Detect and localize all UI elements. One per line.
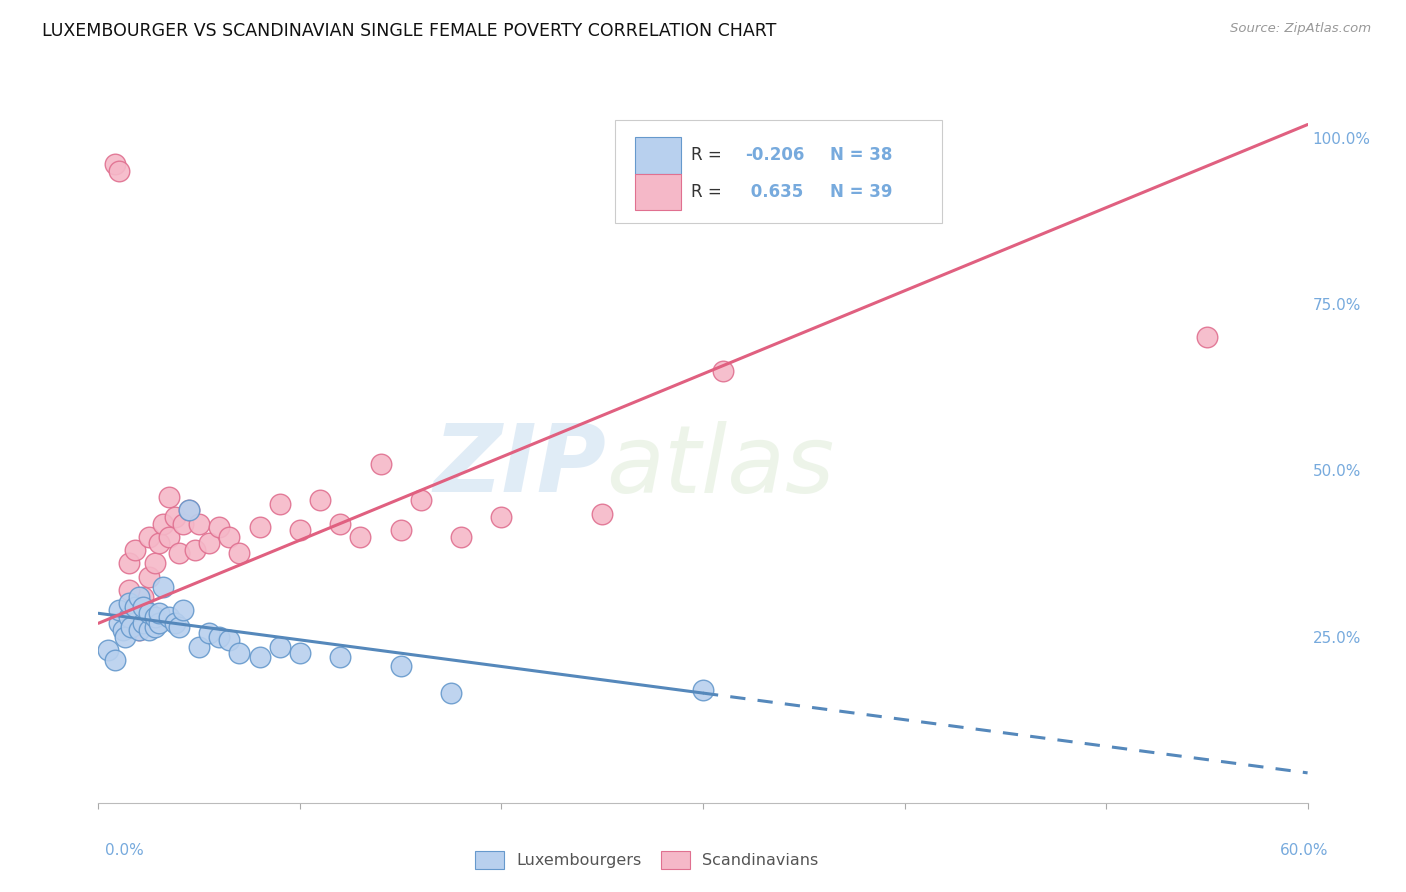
Point [132, 616, 155, 631]
Point [132, 590, 155, 604]
Point [228, 646, 250, 660]
Point [440, 686, 463, 700]
Text: N = 39: N = 39 [830, 183, 893, 201]
Point [148, 536, 170, 550]
Point [128, 623, 150, 637]
Point [389, 659, 412, 673]
Point [329, 649, 352, 664]
Point [188, 640, 211, 654]
Point [157, 490, 180, 504]
Point [269, 640, 291, 654]
Point [370, 457, 392, 471]
FancyBboxPatch shape [636, 137, 682, 174]
Point [111, 623, 134, 637]
Point [114, 630, 136, 644]
Point [591, 507, 613, 521]
Point [124, 599, 146, 614]
Point [288, 523, 311, 537]
Legend: Luxembourgers, Scandinavians: Luxembourgers, Scandinavians [468, 845, 825, 875]
Point [711, 363, 734, 377]
Point [208, 520, 231, 534]
Text: atlas: atlas [606, 421, 835, 512]
Text: R =: R = [690, 183, 721, 201]
Point [1195, 330, 1218, 344]
Point [118, 582, 141, 597]
Point [309, 493, 332, 508]
Point [152, 580, 174, 594]
Point [138, 570, 160, 584]
Point [97, 643, 120, 657]
Point [692, 682, 714, 697]
Point [107, 616, 129, 631]
Text: N = 38: N = 38 [830, 146, 893, 164]
Point [132, 599, 155, 614]
Point [118, 596, 141, 610]
Point [167, 546, 190, 560]
Point [228, 546, 250, 560]
Point [184, 543, 207, 558]
Point [157, 609, 180, 624]
Point [128, 590, 150, 604]
Point [218, 632, 240, 647]
Text: -0.206: -0.206 [745, 146, 804, 164]
Text: 60.0%: 60.0% [1281, 843, 1329, 858]
Point [103, 157, 125, 171]
Point [198, 536, 221, 550]
Point [188, 516, 211, 531]
Point [409, 493, 432, 508]
Text: ZIP: ZIP [433, 420, 606, 512]
Point [148, 607, 170, 621]
Point [349, 530, 371, 544]
Point [143, 619, 166, 633]
Point [128, 623, 150, 637]
Text: Source: ZipAtlas.com: Source: ZipAtlas.com [1230, 22, 1371, 36]
Point [120, 619, 142, 633]
Point [218, 530, 240, 544]
Point [138, 607, 160, 621]
Point [138, 623, 160, 637]
Point [124, 543, 146, 558]
Point [118, 609, 141, 624]
Point [118, 609, 141, 624]
FancyBboxPatch shape [636, 174, 682, 211]
Point [152, 516, 174, 531]
Point [107, 164, 129, 178]
Point [107, 603, 129, 617]
Point [163, 616, 186, 631]
FancyBboxPatch shape [614, 120, 942, 224]
Point [198, 626, 221, 640]
Point [138, 530, 160, 544]
Text: 0.0%: 0.0% [105, 843, 145, 858]
Point [450, 530, 472, 544]
Text: LUXEMBOURGER VS SCANDINAVIAN SINGLE FEMALE POVERTY CORRELATION CHART: LUXEMBOURGER VS SCANDINAVIAN SINGLE FEMA… [42, 22, 776, 40]
Text: R =: R = [690, 146, 721, 164]
Point [157, 530, 180, 544]
Point [167, 619, 190, 633]
Point [491, 509, 513, 524]
Point [329, 516, 352, 531]
Point [103, 653, 125, 667]
Point [172, 603, 194, 617]
Point [163, 509, 186, 524]
Point [249, 649, 271, 664]
Point [179, 503, 201, 517]
Point [249, 520, 271, 534]
Point [269, 497, 291, 511]
Point [148, 616, 170, 631]
Point [389, 523, 412, 537]
Point [208, 630, 231, 644]
Point [143, 557, 166, 571]
Point [179, 503, 201, 517]
Point [118, 557, 141, 571]
Point [172, 516, 194, 531]
Point [143, 609, 166, 624]
Point [288, 646, 311, 660]
Text: 0.635: 0.635 [745, 183, 804, 201]
